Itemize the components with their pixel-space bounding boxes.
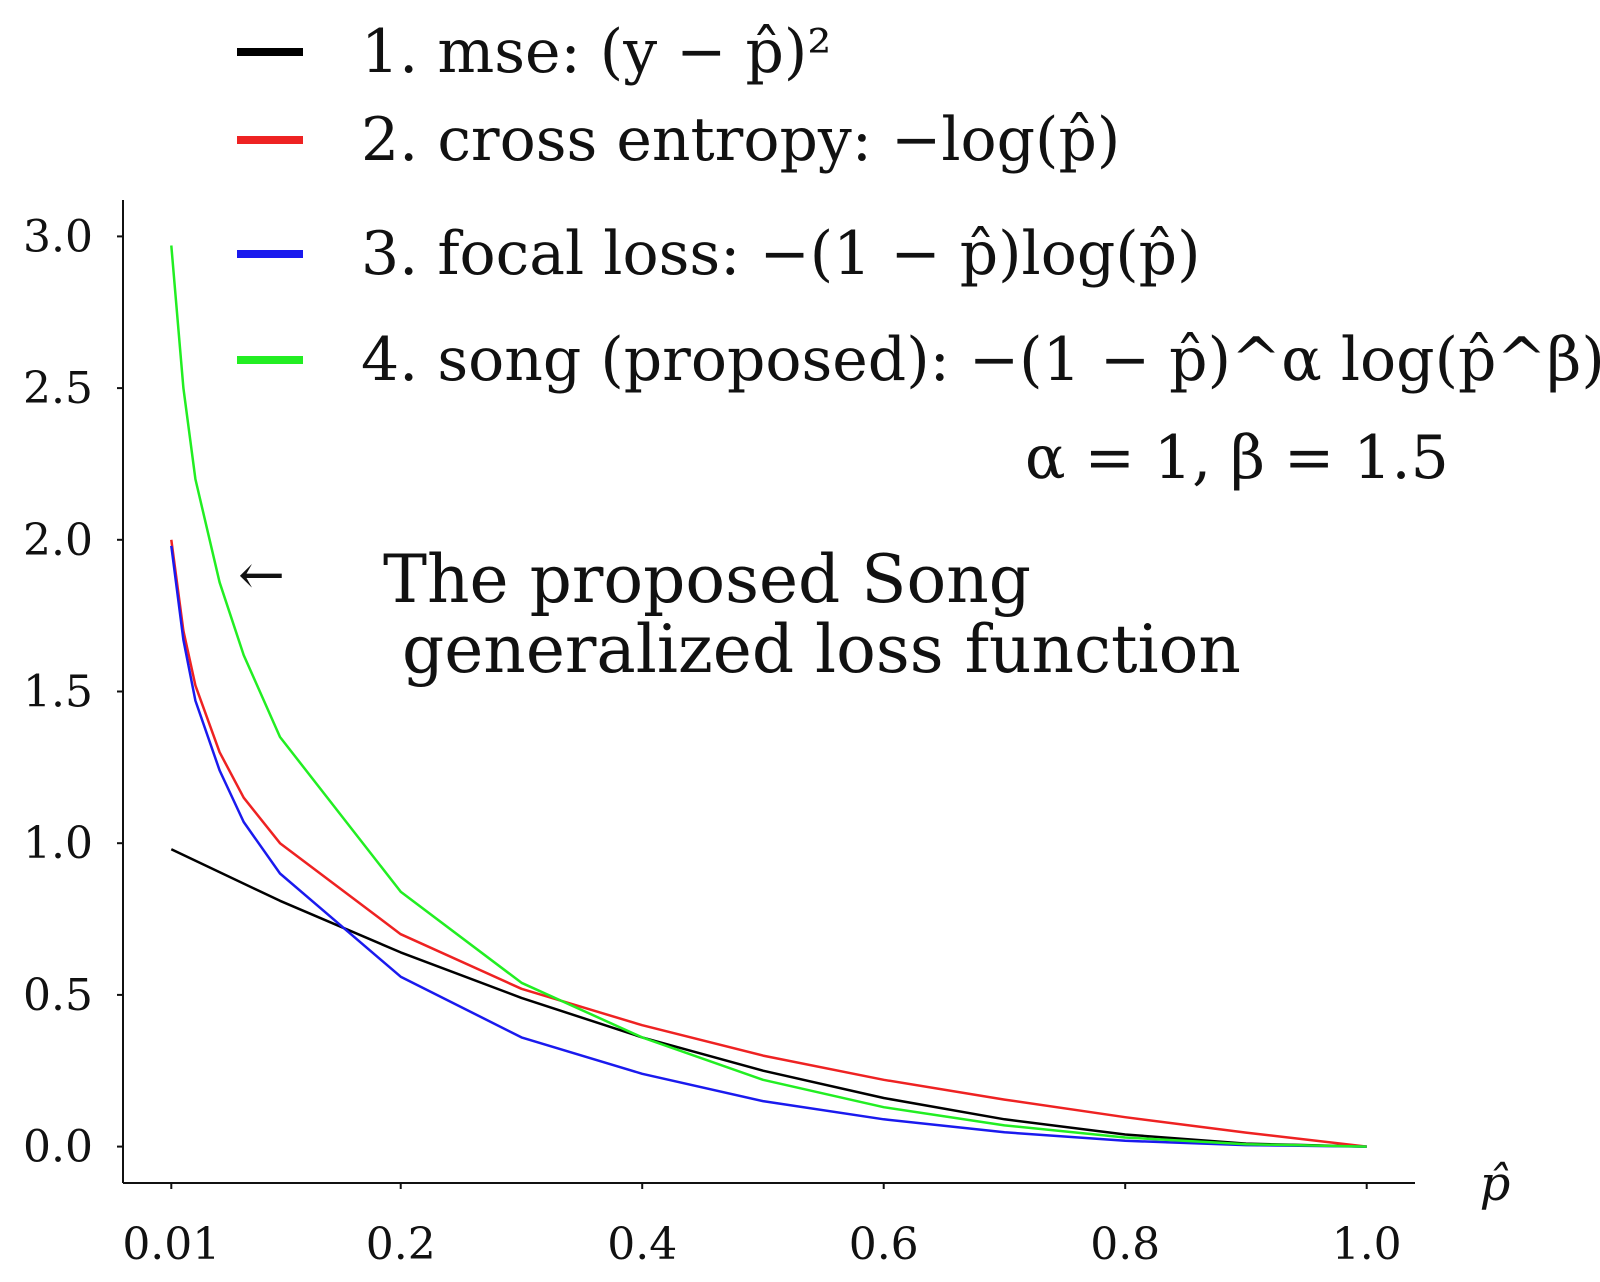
annotation-line-2: generalized loss function [402, 611, 1241, 688]
y-tick-label: 2.0 [23, 515, 93, 566]
series-line-3 [170, 545, 1367, 1148]
legend-label: 4. song (proposed): −(1 − p̂)^α log(p̂^β… [361, 325, 1600, 395]
series-line-4 [170, 245, 1367, 1148]
y-tick-label: 2.5 [23, 363, 93, 414]
series-line-1 [170, 848, 1367, 1148]
legend-label: 2. cross entropy: −log(p̂) [361, 105, 1120, 175]
legend: 1. mse: (y − p̂)² 2. cross entropy: −log(… [237, 17, 1600, 395]
y-tick-label: 1.0 [23, 818, 93, 869]
x-tick-label: 0.6 [849, 1219, 919, 1270]
series-line-2 [170, 539, 1367, 1148]
x-axis-label: p̂ [1480, 1156, 1511, 1212]
legend-params-label: α = 1, β = 1.5 [1025, 423, 1449, 493]
legend-label: 1. mse: (y − p̂)² [361, 17, 831, 87]
y-tick-label: 0.0 [23, 1122, 93, 1173]
annotation-arrow: ← [238, 543, 285, 608]
x-tick-label: 0.4 [607, 1219, 677, 1270]
x-axis-ticks: 0.01 0.2 0.4 0.6 0.8 1.0 [122, 1183, 1402, 1270]
x-tick-label: 0.2 [366, 1219, 436, 1270]
y-axis-ticks: 0.0 0.5 1.0 1.5 2.0 2.5 3.0 [23, 211, 123, 1173]
x-tick-label: 1.0 [1332, 1219, 1402, 1270]
y-tick-label: 0.5 [23, 970, 93, 1021]
annotation-line-1: The proposed Song [383, 541, 1031, 618]
y-tick-label: 1.5 [23, 667, 93, 718]
legend-label: 3. focal loss: −(1 − p̂)log(p̂) [361, 219, 1201, 289]
x-tick-label: 0.01 [122, 1219, 220, 1270]
series-lines [170, 245, 1367, 1148]
y-tick-label: 3.0 [23, 211, 93, 262]
x-tick-label: 0.8 [1090, 1219, 1160, 1270]
